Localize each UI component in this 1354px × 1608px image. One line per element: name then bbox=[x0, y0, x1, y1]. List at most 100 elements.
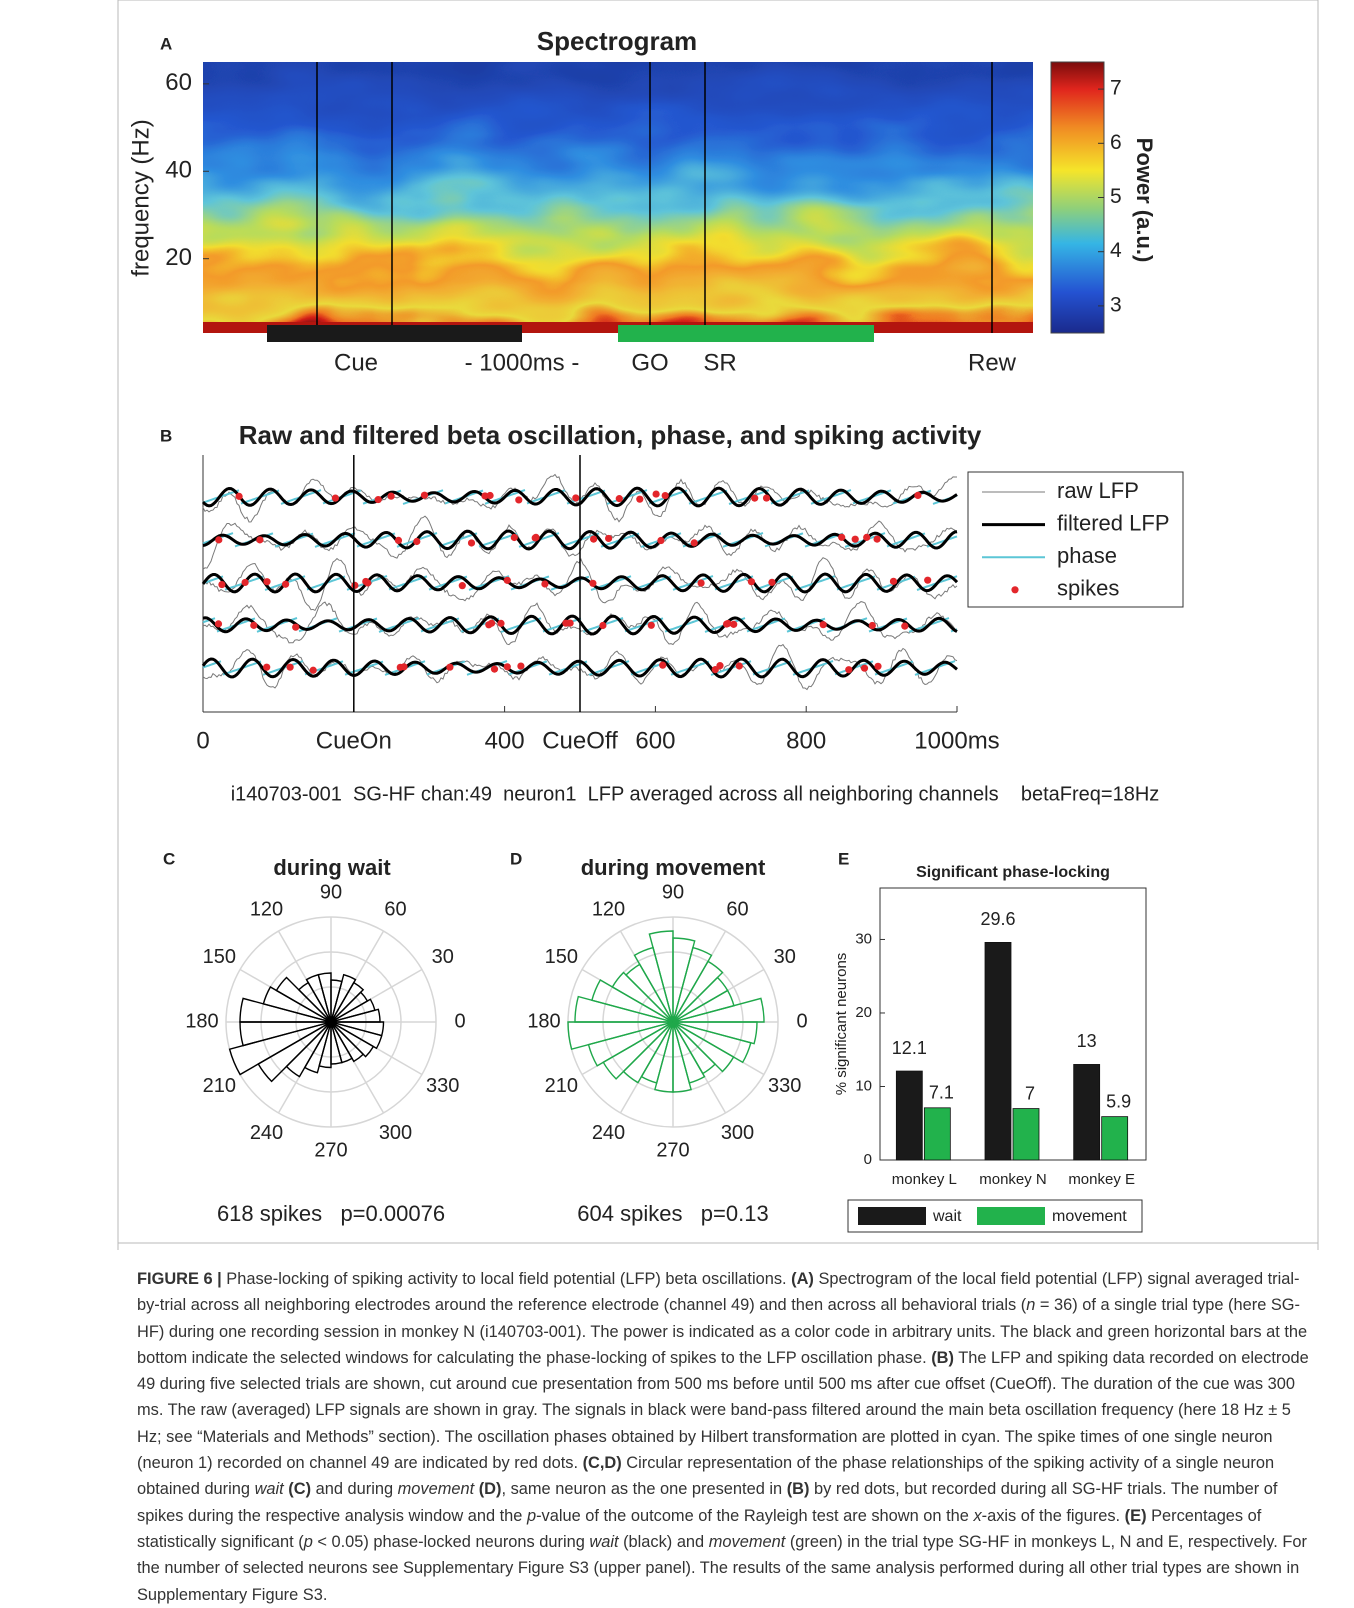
caption: FIGURE 6 | Phase-locking of spiking acti… bbox=[137, 1266, 1313, 1608]
spike-dot bbox=[282, 580, 290, 588]
legend-label: spikes bbox=[1057, 576, 1119, 601]
rose-petal bbox=[672, 1021, 706, 1084]
caption-run: (A) bbox=[791, 1270, 814, 1288]
caption-run: < 0.05) phase-locked neurons during bbox=[312, 1532, 590, 1551]
spike-dot bbox=[235, 492, 243, 500]
spike-dot bbox=[215, 536, 223, 544]
event-label: SR bbox=[703, 349, 736, 376]
spike-dot bbox=[467, 539, 476, 547]
colorbar bbox=[1050, 61, 1105, 334]
angle-label: 300 bbox=[721, 1122, 754, 1144]
spike-dot bbox=[690, 539, 698, 547]
x-tick-label: 0 bbox=[196, 727, 209, 754]
rose-petal bbox=[285, 1021, 332, 1078]
spike-dot bbox=[657, 536, 665, 545]
spike-dot bbox=[599, 621, 607, 630]
angle-label: 270 bbox=[314, 1139, 347, 1161]
spike-dot bbox=[723, 620, 731, 628]
spike-dot bbox=[364, 579, 372, 587]
rose-petal bbox=[648, 930, 674, 1023]
panel-letter: A bbox=[160, 34, 172, 53]
bar bbox=[1073, 1064, 1101, 1161]
caption-run: wait bbox=[589, 1532, 619, 1551]
spike-dot bbox=[517, 662, 525, 670]
panel-letter: B bbox=[160, 426, 172, 445]
spike-dot bbox=[590, 535, 598, 543]
angle-label: 90 bbox=[662, 881, 684, 903]
legend-swatch bbox=[1011, 586, 1019, 594]
spike-dot bbox=[541, 580, 549, 588]
colorbar-tick-label: 6 bbox=[1110, 131, 1122, 154]
panel-title: during wait bbox=[273, 855, 391, 880]
x-tick-label: 400 bbox=[485, 727, 525, 754]
angle-label: 60 bbox=[726, 899, 748, 921]
rose-petal bbox=[672, 937, 696, 1023]
legend bbox=[967, 471, 1184, 608]
spike-dot bbox=[214, 620, 223, 628]
panel-letter: C bbox=[163, 849, 175, 868]
rose-petal bbox=[567, 1021, 674, 1051]
caption-run: Spectrogram of the local field potential… bbox=[137, 1270, 1300, 1315]
rose-petal bbox=[622, 1021, 674, 1084]
colorbar-label: Power (a.u.) bbox=[1132, 138, 1157, 263]
rose-petal bbox=[672, 1021, 692, 1093]
caption-run: p bbox=[526, 1506, 537, 1525]
rose-petal bbox=[574, 995, 674, 1023]
spike-dot bbox=[218, 580, 226, 589]
bar bbox=[1101, 1116, 1129, 1161]
spike-dot bbox=[497, 619, 505, 627]
angle-label: 90 bbox=[320, 881, 342, 903]
angle-label: 30 bbox=[774, 946, 796, 968]
angle-label: 30 bbox=[432, 946, 454, 968]
spike-dot bbox=[250, 621, 258, 629]
spike-dot bbox=[413, 537, 421, 546]
spike-dot bbox=[531, 534, 539, 542]
spike-dot bbox=[241, 578, 249, 587]
y-tick-label: 60 bbox=[165, 69, 192, 96]
angle-label: 120 bbox=[592, 899, 625, 921]
angle-label: 240 bbox=[592, 1122, 625, 1144]
angle-label: 300 bbox=[379, 1122, 412, 1144]
spike-dot bbox=[286, 663, 294, 671]
spike-dot bbox=[901, 622, 909, 630]
spike-dot bbox=[751, 494, 759, 502]
spike-dot bbox=[716, 662, 724, 670]
y-axis-label: frequency (Hz) bbox=[127, 119, 154, 276]
footnote: i140703-001 SG-HF chan:49 neuron1 LFP av… bbox=[231, 783, 1160, 805]
spike-dot bbox=[572, 494, 580, 502]
rose-petal bbox=[303, 1021, 332, 1074]
panel-title: Spectrogram bbox=[537, 26, 697, 56]
caption-run: movement bbox=[397, 1480, 475, 1499]
event-label: GO bbox=[631, 349, 668, 376]
caption-run: -value of the outcome of the Rayleigh te… bbox=[536, 1506, 974, 1525]
caption-run: The LFP and spiking data recorded on ele… bbox=[137, 1348, 1309, 1473]
angle-label: 60 bbox=[384, 899, 406, 921]
caption-run: (B) bbox=[931, 1348, 954, 1367]
event-label: - 1000ms - bbox=[465, 349, 580, 376]
caption-run: and during bbox=[311, 1480, 398, 1499]
caption-run: Phase-locking of spiking activity to loc… bbox=[221, 1270, 792, 1288]
spike-dot bbox=[659, 661, 667, 669]
caption-run: (green) in the trial type SG-HF in monke… bbox=[137, 1532, 1307, 1604]
caption-run: Circular representation of the phase rel… bbox=[137, 1454, 1275, 1499]
legend-swatch bbox=[858, 1207, 926, 1225]
legend-label: filtered LFP bbox=[1057, 510, 1170, 535]
panel-title: Raw and filtered beta oscillation, phase… bbox=[239, 420, 982, 450]
spike-dot bbox=[510, 533, 518, 542]
value-label: 13 bbox=[1077, 1031, 1097, 1051]
movement-window-bar bbox=[618, 325, 874, 342]
caption-run: (D) bbox=[478, 1480, 502, 1499]
caption-run: by red dots, but recorded during all SG-… bbox=[137, 1480, 1278, 1525]
spike-dot bbox=[485, 621, 493, 629]
figure: A Spectrogram Cue - 1000ms - GO SR Rew f… bbox=[117, 0, 1319, 1250]
spike-dot bbox=[735, 662, 743, 670]
spectrogram-image bbox=[203, 62, 1033, 333]
caption-run: (E) bbox=[1124, 1506, 1147, 1525]
value-label: 29.6 bbox=[980, 909, 1015, 929]
wait-window-bar bbox=[267, 325, 522, 342]
spike-dot bbox=[845, 666, 853, 674]
spike-dot bbox=[263, 578, 271, 586]
y-tick-label: 20 bbox=[165, 244, 192, 271]
spike-dot bbox=[730, 620, 738, 628]
